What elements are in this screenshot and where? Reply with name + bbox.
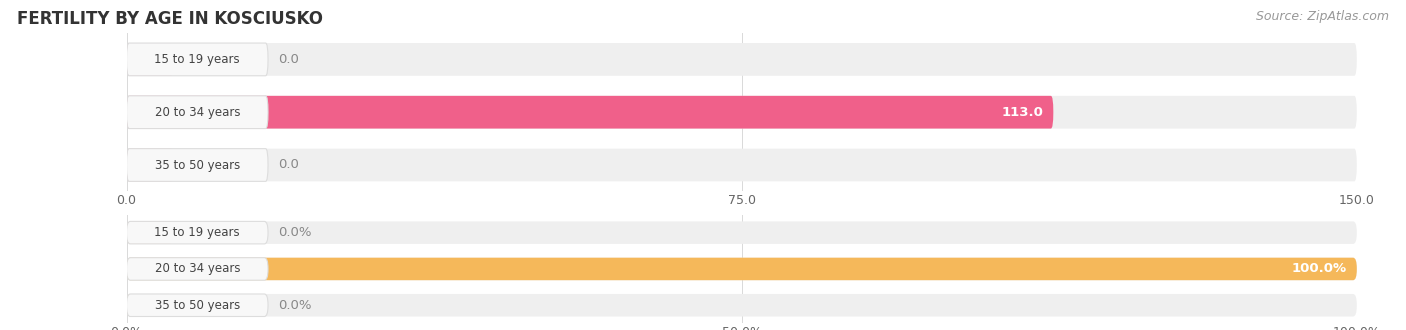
FancyBboxPatch shape — [127, 221, 269, 244]
Text: 0.0: 0.0 — [278, 158, 298, 172]
Text: 15 to 19 years: 15 to 19 years — [155, 226, 240, 239]
Text: 35 to 50 years: 35 to 50 years — [155, 158, 240, 172]
FancyBboxPatch shape — [127, 43, 269, 76]
Text: 0.0%: 0.0% — [278, 299, 311, 312]
FancyBboxPatch shape — [127, 221, 1357, 244]
Text: 35 to 50 years: 35 to 50 years — [155, 299, 240, 312]
Text: FERTILITY BY AGE IN KOSCIUSKO: FERTILITY BY AGE IN KOSCIUSKO — [17, 10, 323, 28]
Text: 20 to 34 years: 20 to 34 years — [155, 106, 240, 119]
Text: 20 to 34 years: 20 to 34 years — [155, 262, 240, 276]
FancyBboxPatch shape — [127, 96, 1357, 129]
Text: 113.0: 113.0 — [1001, 106, 1043, 119]
FancyBboxPatch shape — [127, 221, 173, 244]
FancyBboxPatch shape — [127, 43, 1357, 76]
FancyBboxPatch shape — [127, 148, 173, 182]
FancyBboxPatch shape — [127, 148, 269, 182]
FancyBboxPatch shape — [127, 258, 1357, 280]
Text: Source: ZipAtlas.com: Source: ZipAtlas.com — [1256, 10, 1389, 23]
Text: 0.0: 0.0 — [278, 53, 298, 66]
Text: 15 to 19 years: 15 to 19 years — [155, 53, 240, 66]
FancyBboxPatch shape — [127, 258, 269, 280]
FancyBboxPatch shape — [127, 96, 1053, 129]
FancyBboxPatch shape — [127, 294, 173, 316]
FancyBboxPatch shape — [127, 148, 1357, 182]
Text: 100.0%: 100.0% — [1292, 262, 1347, 276]
FancyBboxPatch shape — [127, 43, 173, 76]
FancyBboxPatch shape — [127, 294, 1357, 316]
FancyBboxPatch shape — [127, 294, 269, 316]
FancyBboxPatch shape — [127, 96, 269, 129]
FancyBboxPatch shape — [127, 258, 1357, 280]
Text: 0.0%: 0.0% — [278, 226, 311, 239]
